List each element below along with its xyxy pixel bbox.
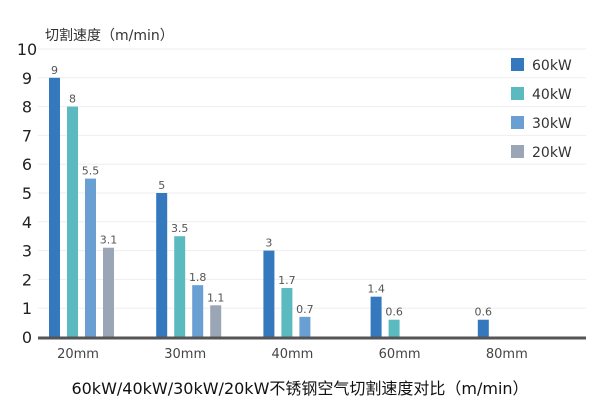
legend-swatch-40kW	[511, 87, 524, 100]
legend-swatch-20kW	[511, 145, 524, 158]
bar-60kW-60mm	[370, 296, 382, 337]
data-label: 1.4	[367, 283, 385, 296]
y-tick-label: 4	[22, 213, 32, 232]
legend-label: 40kW	[532, 87, 572, 103]
bar-60kW-80mm	[477, 319, 489, 337]
data-label: 5.5	[82, 165, 100, 178]
data-label: 3	[265, 237, 272, 250]
data-label: 8	[69, 93, 76, 106]
data-label: 0.6	[475, 306, 493, 319]
bar-30kW-30mm	[192, 285, 204, 337]
y-tick-label: 10	[17, 40, 37, 59]
y-tick-label: 5	[22, 184, 32, 203]
y-tick-label: 0	[22, 328, 32, 347]
legend-label: 60kW	[532, 58, 572, 74]
data-label: 9	[51, 64, 58, 77]
data-label: 1.8	[189, 271, 207, 284]
legend-swatch-30kW	[511, 116, 524, 129]
x-tick-label: 80mm	[486, 347, 528, 362]
chart-title: 60kW/40kW/30kW/20kW不锈钢空气切割速度对比（m/min）	[71, 379, 528, 398]
data-label: 1.7	[278, 274, 296, 287]
data-label: 1.1	[207, 291, 225, 304]
data-label: 0.7	[296, 303, 314, 316]
bar-20kW-30mm	[210, 305, 222, 337]
bar-60kW-40mm	[263, 250, 275, 337]
y-tick-label: 9	[22, 69, 32, 88]
data-label: 5	[158, 179, 165, 192]
y-tick-label: 3	[22, 242, 32, 261]
y-tick-label: 7	[22, 126, 32, 145]
y-tick-label: 8	[22, 98, 32, 117]
data-label: 3.5	[171, 222, 189, 235]
bar-40kW-40mm	[281, 288, 293, 337]
x-tick-label: 20mm	[57, 347, 99, 362]
legend-swatch-60kW	[511, 58, 524, 71]
bar-30kW-40mm	[299, 316, 311, 337]
bar-60kW-30mm	[156, 193, 168, 337]
data-label: 3.1	[100, 234, 118, 247]
bar-40kW-60mm	[388, 319, 400, 337]
y-tick-label: 6	[22, 155, 32, 174]
bar-20kW-20mm	[103, 247, 114, 337]
x-tick-label: 40mm	[271, 347, 313, 362]
bar-30kW-20mm	[85, 178, 96, 337]
bar-40kW-20mm	[67, 106, 78, 337]
y-tick-label: 1	[22, 299, 32, 318]
data-label: 0.6	[385, 306, 403, 319]
legend-label: 30kW	[532, 116, 572, 132]
legend-label: 20kW	[532, 145, 572, 161]
x-tick-label: 30mm	[164, 347, 206, 362]
x-tick-label: 60mm	[379, 347, 421, 362]
bar-60kW-20mm	[49, 77, 60, 338]
bar-40kW-30mm	[174, 236, 186, 337]
y-tick-label: 2	[22, 270, 32, 289]
y-axis-title: 切割速度（m/min）	[45, 27, 174, 44]
